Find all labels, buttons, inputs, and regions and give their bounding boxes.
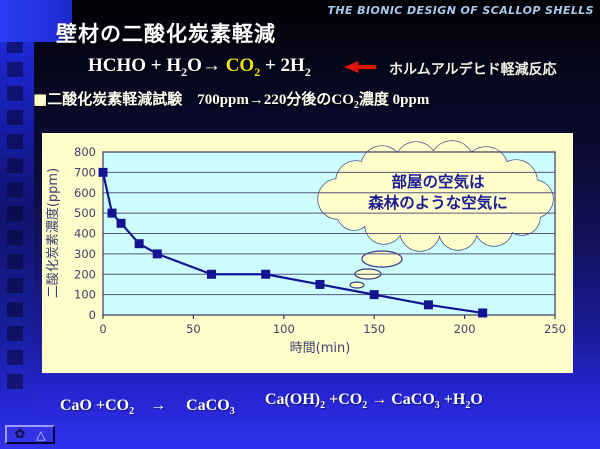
reaction-label: ホルムアルデヒド軽減反応 (389, 62, 557, 78)
filmstrip-squares (7, 38, 23, 390)
svg-text:500: 500 (74, 206, 96, 220)
svg-text:150: 150 (363, 322, 385, 336)
y-axis-title: 二酸化炭素濃度(ppm) (45, 168, 61, 298)
svg-text:森林のような空気に: 森林のような空気に (368, 193, 508, 212)
flower-icon[interactable]: ✿ (14, 427, 26, 442)
reaction-formula: HCHO + H2O→ CO2 + 2H2 (88, 55, 311, 79)
co2-line-chart: 0 100 200 300 400 500 600 700 800 0 50 100 150 200 250… (45, 140, 566, 356)
svg-text:100: 100 (273, 322, 295, 336)
svg-text:400: 400 (74, 227, 96, 241)
svg-text:0: 0 (89, 308, 96, 322)
page-title: 壁材の二酸化炭素軽減 (56, 22, 276, 46)
svg-text:部屋の空気は: 部屋の空気は (391, 172, 485, 191)
x-axis-labels: 0 50 100 150 200 250 (99, 322, 566, 336)
triangle-icon[interactable]: △ (36, 427, 46, 442)
svg-text:0: 0 (99, 322, 106, 336)
svg-text:100: 100 (74, 288, 96, 302)
left-filmstrip-decoration (0, 0, 34, 449)
svg-text:50: 50 (186, 322, 201, 336)
svg-text:600: 600 (74, 186, 96, 200)
x-tick-marks (102, 315, 556, 319)
data-markers (98, 167, 488, 318)
plot-border (102, 151, 556, 316)
thought-bubble (317, 140, 554, 289)
svg-text:300: 300 (74, 247, 96, 261)
left-arrow-icon (344, 61, 376, 73)
slide-brand-text: THE BIONIC DESIGN OF SCALLOP SHELLS (327, 4, 594, 17)
x-axis-title: 時間(min) (290, 341, 351, 356)
svg-text:200: 200 (454, 322, 476, 336)
equation-cao: CaO +CO2 → CaCO3 (60, 397, 235, 418)
svg-text:700: 700 (74, 165, 96, 179)
svg-text:800: 800 (74, 145, 96, 159)
formaldehyde-reaction-row: HCHO + H2O→ CO2 + 2H2 (88, 55, 311, 80)
svg-text:200: 200 (74, 267, 96, 281)
title-accent-block (0, 0, 72, 42)
co2-test-summary: ■二酸化炭素軽減試験 700ppm→220分後のCO2濃度 0ppm (33, 90, 430, 111)
chart-panel: 0 100 200 300 400 500 600 700 800 0 50 100 150 200 250… (42, 133, 573, 373)
y-axis-labels: 0 100 200 300 400 500 600 700 800 (74, 145, 96, 322)
slide-nav-button[interactable]: ✿ △ (5, 425, 55, 444)
equation-caoh2: Ca(OH)2 +CO2 → CaCO3 +H2O (265, 391, 483, 412)
svg-text:250: 250 (544, 322, 566, 336)
